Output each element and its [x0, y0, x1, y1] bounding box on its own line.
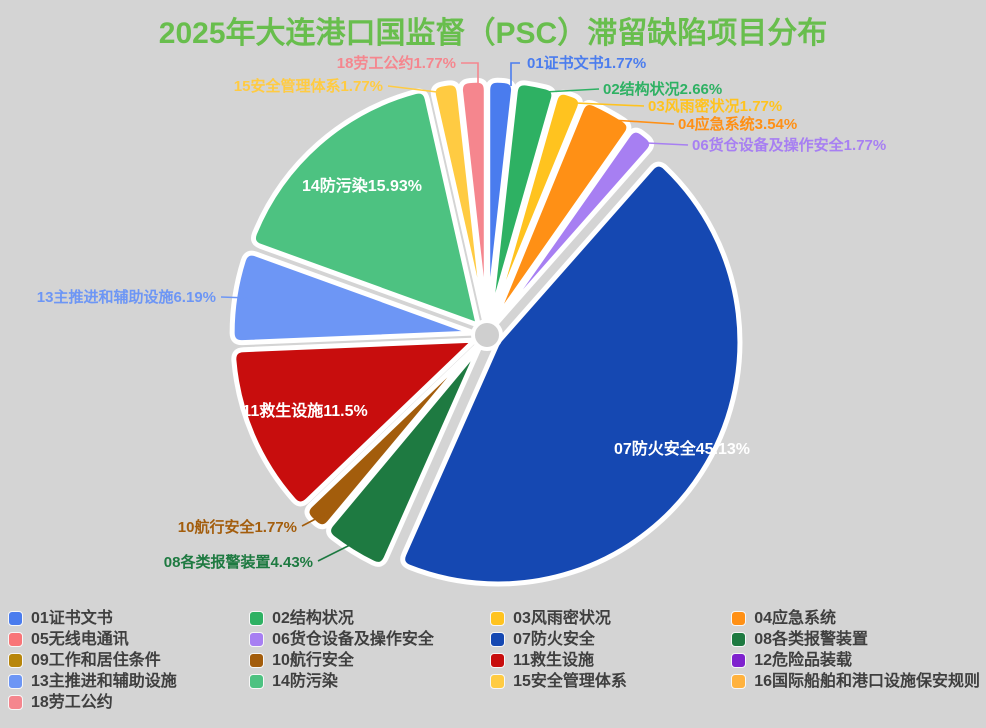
slice-label-02: 02结构状况2.66% — [603, 80, 722, 98]
legend-item[interactable]: 09工作和居住条件 — [8, 650, 249, 671]
legend-item[interactable]: 04应急系统 — [731, 608, 980, 629]
legend-swatch — [731, 611, 747, 626]
pie-slice-08[interactable] — [326, 343, 483, 567]
slice-label-04: 04应急系统3.54% — [678, 115, 797, 133]
slice-leader-15 — [387, 85, 438, 93]
legend-swatch — [8, 674, 23, 689]
legend-item[interactable]: 08各类报警装置 — [731, 629, 980, 650]
legend-label: 02结构状况 — [272, 610, 354, 627]
legend-swatch — [490, 611, 506, 626]
legend-label: 14防污染 — [272, 673, 338, 690]
legend-swatch — [8, 632, 23, 647]
legend-label: 13主推进和辅助设施 — [31, 673, 177, 690]
legend-swatch — [8, 611, 23, 626]
legend-item[interactable]: 15安全管理体系 — [490, 671, 731, 692]
pie-slice-02[interactable] — [487, 80, 557, 325]
legend-item[interactable]: 05无线电通讯 — [8, 629, 249, 650]
slice-leader-06 — [646, 142, 689, 146]
slice-label-11: 11救生设施11.5% — [242, 401, 367, 420]
legend-item[interactable]: 02结构状况 — [249, 608, 490, 629]
legend-swatch — [490, 674, 506, 689]
legend-swatch — [731, 674, 747, 689]
legend-item[interactable]: 12危险品装载 — [731, 650, 980, 671]
legend-label: 07防火安全 — [513, 631, 595, 648]
slice-label-15: 15安全管理体系1.77% — [234, 77, 383, 95]
slice-label-13: 13主推进和辅助设施6.19% — [37, 288, 216, 306]
legend-label: 11救生设施 — [513, 652, 595, 669]
legend-label: 18劳工公约 — [31, 694, 113, 711]
legend-item[interactable]: 03风雨密状况 — [490, 608, 731, 629]
slice-leader-10 — [301, 511, 330, 527]
legend-item[interactable]: 07防火安全 — [490, 629, 731, 650]
pie-center — [471, 319, 503, 351]
legend-swatch — [490, 653, 506, 668]
legend-label: 06货仓设备及操作安全 — [272, 631, 434, 648]
legend-item[interactable]: 14防污染 — [249, 671, 490, 692]
pie-slice-11[interactable] — [231, 337, 478, 507]
legend-swatch — [249, 611, 265, 626]
legend: 01证书文书 02结构状况 03风雨密状况 04应急系统 05无线电通讯 06货仓设备及操… — [8, 608, 980, 713]
legend-label: 09工作和居住条件 — [31, 652, 161, 669]
pie-slice-13[interactable] — [229, 250, 477, 346]
slice-leader-04 — [611, 119, 675, 125]
slice-label-03: 03风雨密状况1.77% — [648, 97, 782, 115]
slice-label-01: 01证书文书1.77% — [527, 54, 646, 72]
legend-label: 04应急系统 — [754, 610, 836, 627]
legend-item[interactable]: 16国际船舶和港口设施保安规则 — [731, 671, 980, 692]
pie-slice-10[interactable] — [304, 342, 481, 530]
slice-leader-13 — [220, 296, 250, 299]
slice-leader-08 — [317, 541, 357, 562]
legend-label: 08各类报警装置 — [754, 631, 868, 648]
pie-slice-04[interactable] — [490, 100, 632, 327]
pie-slice-14[interactable] — [250, 88, 481, 328]
legend-swatch — [731, 653, 747, 668]
legend-item[interactable]: 13主推进和辅助设施 — [8, 671, 249, 692]
legend-item[interactable]: 01证书文书 — [8, 608, 249, 629]
legend-item[interactable]: 11救生设施 — [490, 650, 731, 671]
slice-leader-01 — [510, 62, 520, 86]
slice-label-14: 14防污染15.93% — [302, 176, 422, 195]
slice-leader-03 — [574, 102, 645, 107]
legend-label: 12危险品装载 — [754, 652, 852, 669]
legend-item[interactable]: 10航行安全 — [249, 650, 490, 671]
legend-swatch — [8, 653, 23, 668]
legend-swatch — [249, 674, 265, 689]
pie-slice-06[interactable] — [492, 127, 655, 328]
legend-swatch — [490, 632, 506, 647]
legend-label: 05无线电通讯 — [31, 631, 129, 648]
pie-slice-07[interactable] — [400, 161, 743, 587]
slice-label-18: 18劳工公约1.77% — [337, 54, 456, 72]
legend-swatch — [249, 632, 265, 647]
chart-title: 2025年大连港口国监督（PSC）滞留缺陷项目分布 — [158, 17, 828, 50]
legend-label: 15安全管理体系 — [513, 673, 627, 690]
slice-label-07: 07防火安全45.13% — [614, 439, 750, 458]
legend-label: 01证书文书 — [31, 610, 113, 627]
slice-label-06: 06货仓设备及操作安全1.77% — [692, 136, 886, 154]
legend-label: 10航行安全 — [272, 652, 354, 669]
legend-label: 03风雨密状况 — [513, 610, 611, 627]
legend-swatch — [8, 695, 23, 710]
slice-label-08: 08各类报警装置4.43% — [164, 553, 313, 571]
legend-item[interactable]: 06货仓设备及操作安全 — [249, 629, 490, 650]
slice-label-10: 10航行安全1.77% — [178, 518, 297, 536]
legend-swatch — [249, 653, 265, 668]
slice-leader-02 — [544, 88, 600, 93]
pie-slice-15[interactable] — [430, 80, 488, 325]
pie-slice-18[interactable] — [457, 77, 489, 325]
legend-swatch — [731, 632, 747, 647]
legend-label: 16国际船舶和港口设施保安规则 — [754, 673, 980, 690]
slice-leader-18 — [461, 62, 479, 87]
legend-item[interactable]: 18劳工公约 — [8, 692, 249, 713]
